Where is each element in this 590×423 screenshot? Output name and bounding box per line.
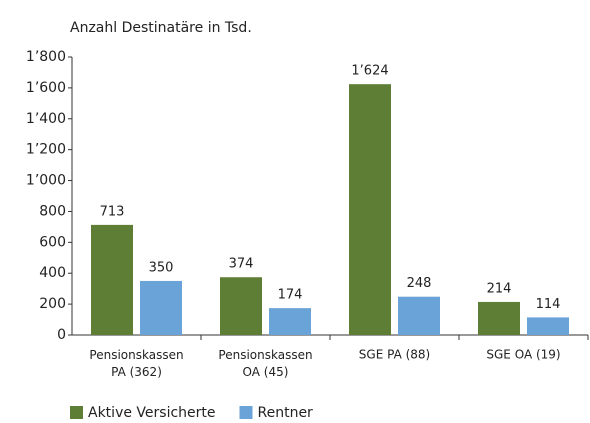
y-tick-label: 1’800	[26, 49, 66, 65]
legend-swatch	[70, 406, 83, 419]
chart-title: Anzahl Destinatäre in Tsd.	[70, 20, 252, 36]
bar	[269, 308, 311, 335]
value-label: 1’624	[351, 64, 388, 79]
x-tick-label: Pensionskassen OA (45)	[218, 348, 312, 379]
value-label: 248	[407, 276, 432, 291]
y-tick-label: 0	[57, 327, 66, 343]
bar	[91, 224, 133, 335]
x-tick-label: SGE PA (88)	[359, 348, 430, 362]
value-label: 114	[536, 297, 561, 312]
value-label: 174	[278, 288, 303, 303]
y-tick-label: 1’200	[26, 142, 66, 158]
y-tick-label: 1’400	[26, 111, 66, 127]
value-label: 214	[487, 281, 512, 296]
y-tick-label: 1’000	[26, 173, 66, 189]
legend-label: Aktive Versicherte	[88, 405, 216, 421]
bar	[527, 317, 569, 335]
value-label: 350	[149, 260, 174, 275]
y-tick-label: 1’600	[26, 80, 66, 96]
y-tick-label: 800	[39, 203, 66, 219]
legend-label: Rentner	[258, 405, 314, 421]
bar	[398, 296, 440, 335]
y-tick-label: 600	[39, 234, 66, 250]
x-tick-label: Pensionskassen PA (362)	[89, 348, 183, 379]
bar	[220, 277, 262, 335]
x-tick-label: SGE OA (19)	[486, 348, 560, 362]
value-label: 713	[100, 204, 125, 219]
bar	[478, 301, 520, 335]
bar	[140, 280, 182, 335]
bar	[349, 84, 391, 335]
y-tick-label: 200	[39, 296, 66, 312]
value-label: 374	[229, 257, 254, 272]
y-tick-label: 400	[39, 265, 66, 281]
legend-swatch	[239, 406, 253, 419]
